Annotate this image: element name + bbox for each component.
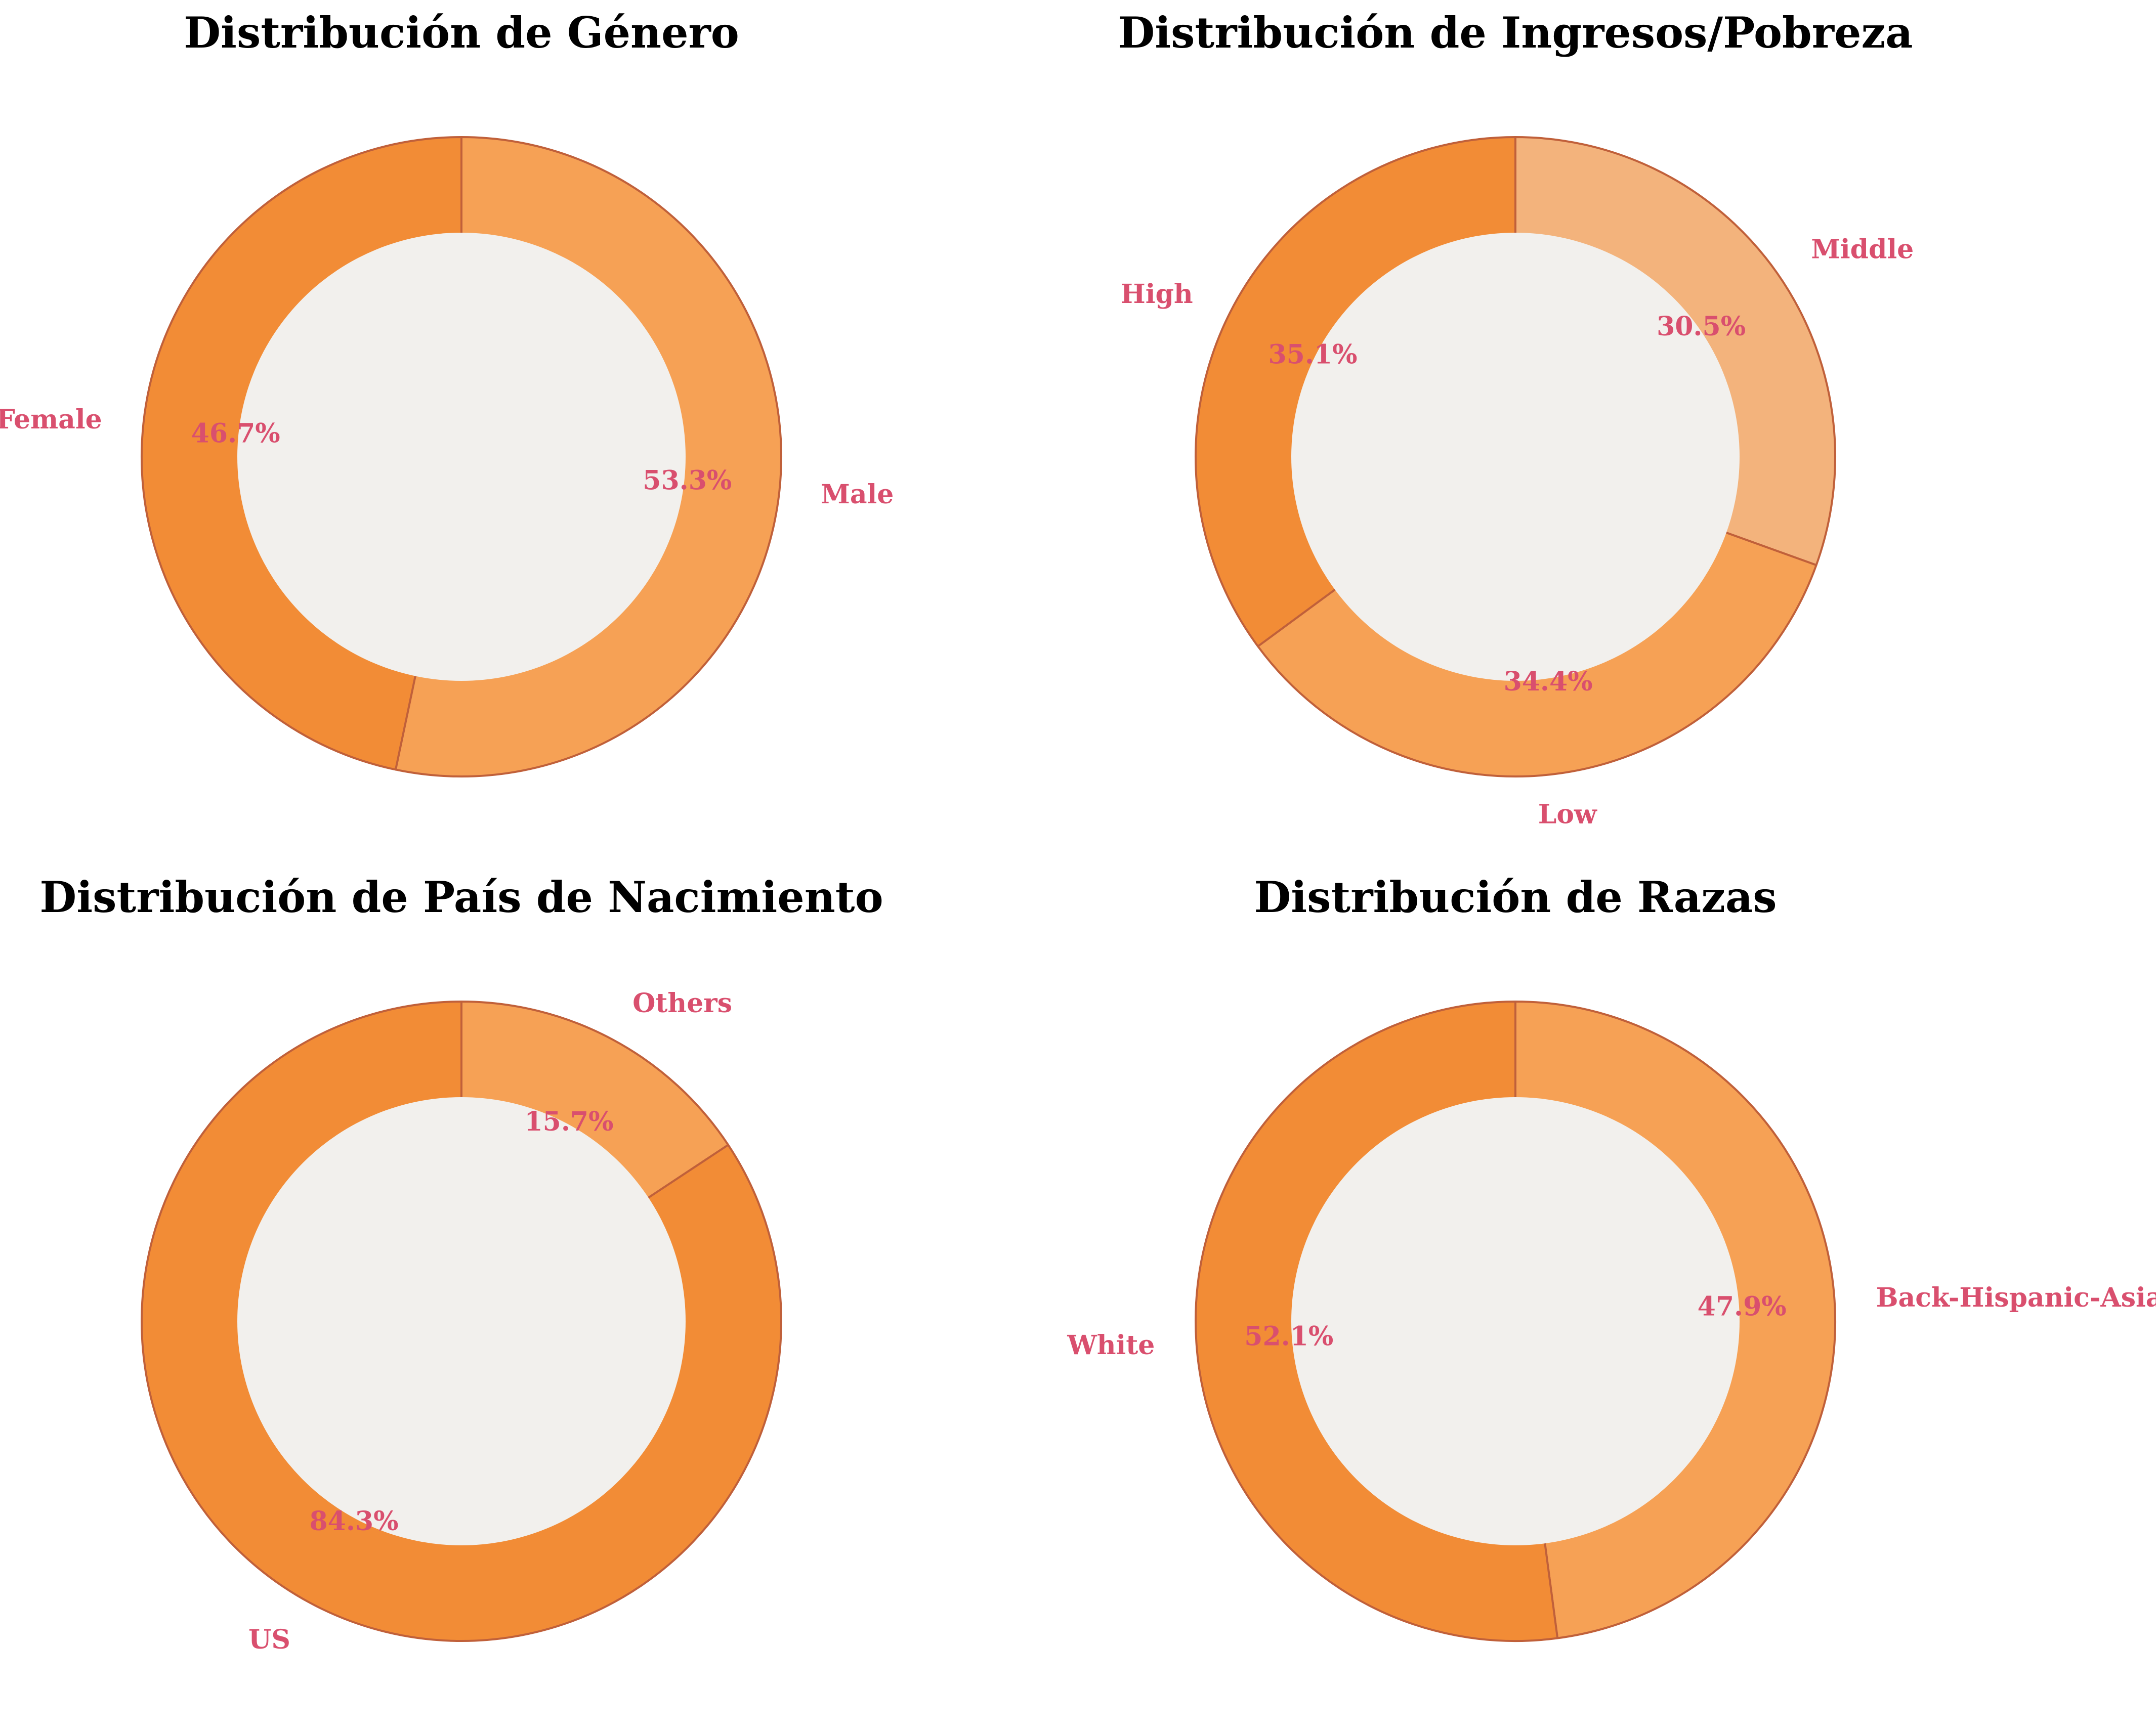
panel-income: Distribución de Ingresos/Pobreza Middle 3… xyxy=(1118,8,1914,830)
donut-hole xyxy=(1291,233,1740,681)
panel-birth-country: Distribución de País de Nacimiento Other… xyxy=(39,872,883,1655)
slice-label-others: Others xyxy=(632,988,732,1019)
percent-label-female: 46.7% xyxy=(191,418,280,449)
percent-label-back-hispanic-asian: 47.9% xyxy=(1698,1291,1787,1322)
chart-title-income: Distribución de Ingresos/Pobreza xyxy=(1118,8,1913,58)
chart-title-race: Distribución de Razas xyxy=(1254,872,1777,922)
donut-hole xyxy=(237,233,686,681)
chart-title-gender: Distribución de Género xyxy=(184,8,739,58)
slice-label-white: White xyxy=(1067,1330,1155,1361)
slice-label-back-hispanic-asian: Back-Hispanic-Asian xyxy=(1876,1282,2156,1313)
slice-label-us: US xyxy=(248,1624,290,1655)
donut-hole xyxy=(1291,1097,1740,1545)
slice-label-low: Low xyxy=(1538,799,1597,830)
percent-label-male: 53.3% xyxy=(643,465,732,496)
percent-label-high: 35.1% xyxy=(1268,339,1357,370)
percent-label-white: 52.1% xyxy=(1244,1321,1333,1352)
slice-label-high: High xyxy=(1121,279,1193,310)
panel-gender: Distribución de Género Male 53.3% Female 46… xyxy=(0,8,894,777)
donut-hole xyxy=(237,1097,686,1545)
slice-label-middle: Middle xyxy=(1811,234,1914,265)
panel-race: Distribución de Razas Back-Hispanic-Asia… xyxy=(1067,872,2156,1642)
percent-label-low: 34.4% xyxy=(1504,666,1593,697)
slice-label-male: Male xyxy=(821,479,894,510)
percent-label-others: 15.7% xyxy=(524,1106,613,1137)
chart-title-birth-country: Distribución de País de Nacimiento xyxy=(39,872,883,922)
percent-label-us: 84.3% xyxy=(309,1506,398,1537)
slice-label-female: Female xyxy=(0,404,102,435)
percent-label-middle: 30.5% xyxy=(1657,311,1746,342)
